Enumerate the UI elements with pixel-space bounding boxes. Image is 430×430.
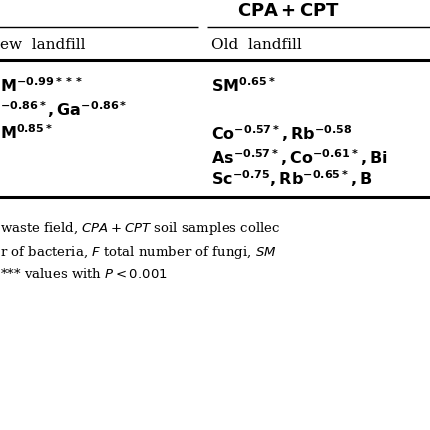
Text: $\mathbf{As}^{\mathbf{-0.57*}}\mathbf{,Co}^{\mathbf{-0.61*}}\mathbf{,Bi}$: $\mathbf{As}^{\mathbf{-0.57*}}\mathbf{,C… [211, 147, 387, 167]
Text: Old  landfill: Old landfill [211, 38, 301, 52]
Text: $\mathbf{SM}^{\mathbf{0.65*}}$: $\mathbf{SM}^{\mathbf{0.65*}}$ [211, 77, 276, 95]
Text: $\bf{CPA + CPT}$: $\bf{CPA + CPT}$ [237, 2, 340, 20]
Text: $^{\mathbf{-0.86*}}\mathbf{,Ga}^{\mathbf{-0.86*}}$: $^{\mathbf{-0.86*}}\mathbf{,Ga}^{\mathbf… [0, 99, 127, 120]
Text: r of bacteria, $F$ total number of fungi, $SM$: r of bacteria, $F$ total number of fungi… [0, 243, 276, 260]
Text: waste field, $CPA+CPT$ soil samples collec: waste field, $CPA+CPT$ soil samples coll… [0, 219, 280, 237]
Text: $\mathbf{Co}^{\mathbf{-0.57*}}\mathbf{,Rb}^{\mathbf{-0.58}}$: $\mathbf{Co}^{\mathbf{-0.57*}}\mathbf{,R… [211, 123, 352, 144]
Text: $\mathbf{M}^{\mathbf{-0.99***}}$: $\mathbf{M}^{\mathbf{-0.99***}}$ [0, 77, 83, 95]
Text: *** values with $P < 0.001$: *** values with $P < 0.001$ [0, 266, 167, 280]
Text: $\mathbf{M}^{\mathbf{0.85*}}$: $\mathbf{M}^{\mathbf{0.85*}}$ [0, 124, 53, 143]
Text: ew  landfill: ew landfill [0, 38, 85, 52]
Text: $\mathbf{Sc}^{\mathbf{-0.75}}\mathbf{,Rb}^{\mathbf{-0.65*}}\mathbf{,B}$: $\mathbf{Sc}^{\mathbf{-0.75}}\mathbf{,Rb… [211, 168, 372, 189]
